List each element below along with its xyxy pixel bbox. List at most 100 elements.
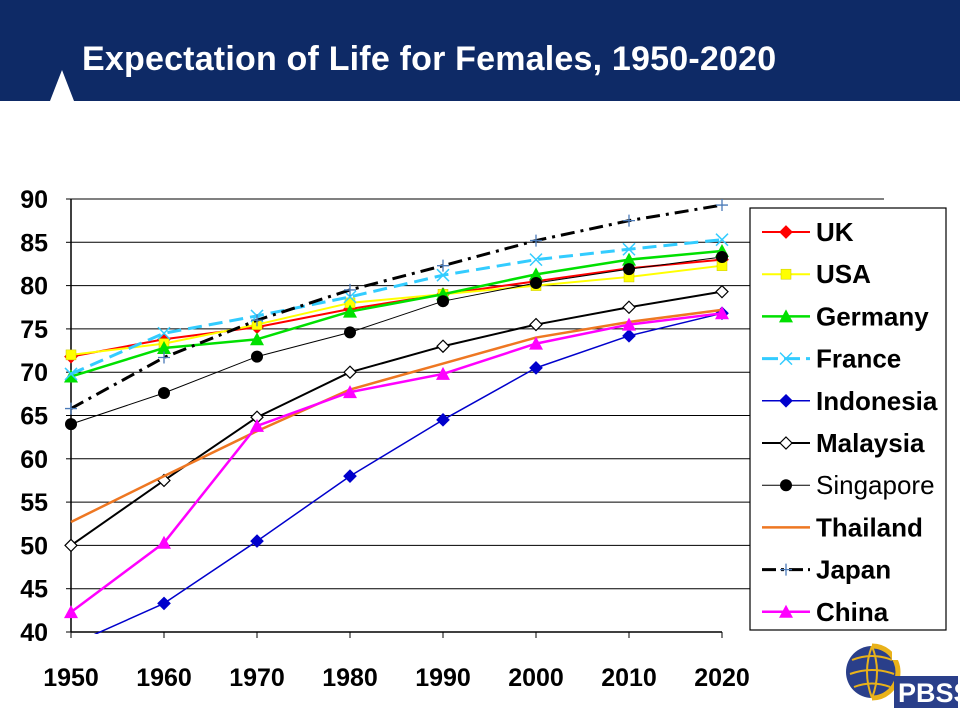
legend: UK USA Germany France Indonesia Malaysia Singa…	[749, 207, 947, 631]
logo-graphic: PBSS	[846, 634, 960, 708]
series-singapore	[65, 251, 728, 431]
series-line-uk	[70, 258, 723, 358]
point-france-1950	[64, 367, 78, 381]
point-china-2000	[529, 336, 543, 350]
point-japan-2020	[716, 199, 728, 212]
legend-marker-france	[779, 352, 793, 366]
legend-label-china: China	[816, 597, 889, 627]
point-china-2010	[622, 317, 636, 331]
point-china-1980	[343, 385, 357, 399]
point-malaysia-1950	[64, 538, 78, 553]
point-indonesia-1970	[250, 534, 264, 548]
point-malaysia-1980	[343, 365, 357, 380]
point-japan-1970	[251, 314, 263, 327]
x-tick-label-1990: 1990	[415, 664, 471, 692]
legend-marker-japan	[780, 563, 792, 576]
logo-text-box	[894, 676, 958, 708]
point-japan-2010	[623, 214, 635, 227]
legend-marker-germany	[779, 309, 793, 323]
y-tick-label-75: 75	[20, 316, 48, 344]
point-france-1990	[436, 268, 450, 282]
point-china-1960	[157, 535, 171, 549]
point-malaysia-2000	[529, 317, 543, 332]
legend-label-japan: Japan	[816, 555, 891, 585]
series-line-singapore	[70, 256, 723, 425]
series-china	[64, 306, 729, 619]
point-indonesia-2000	[529, 361, 543, 375]
axes: 40 45 50 55 60 65 70 75 80 85 90 1950 1960 1970 1980 19…	[20, 186, 750, 692]
point-singapore-2020	[716, 251, 728, 264]
legend-label-usa: USA	[816, 259, 871, 289]
point-china-1970	[250, 418, 264, 432]
point-china-1990	[436, 366, 450, 380]
header-notch	[50, 70, 74, 101]
y-tick-label-55: 55	[20, 489, 48, 517]
x-tick-label-1950: 1950	[43, 664, 99, 692]
point-malaysia-1990	[436, 339, 450, 354]
y-tick-label-90: 90	[20, 186, 48, 214]
y-tick-label-50: 50	[20, 532, 48, 560]
point-indonesia-1990	[436, 412, 450, 427]
point-france-1980	[343, 290, 357, 304]
point-singapore-1960	[158, 386, 170, 399]
point-france-1960	[157, 326, 171, 340]
legend-marker-uk	[779, 225, 793, 239]
point-singapore-1990	[437, 295, 449, 308]
pbss-logo: PBSS	[842, 632, 960, 712]
point-china-2020	[715, 306, 729, 320]
point-malaysia-2010	[622, 300, 636, 315]
point-germany-1960	[157, 340, 171, 354]
legend-marker-china	[779, 604, 793, 618]
point-singapore-1970	[251, 350, 263, 363]
point-indonesia-1980	[343, 469, 357, 483]
logo-meridians	[849, 645, 895, 699]
slide-header: Expectation of Life for Females, 1950-20…	[0, 0, 960, 101]
x-tick-label-1970: 1970	[229, 664, 285, 692]
legend-marker-indonesia	[779, 393, 793, 408]
point-singapore-1980	[344, 326, 356, 339]
series-line-thailand	[70, 308, 723, 524]
point-malaysia-2020	[715, 284, 729, 299]
legend-label-thailand: Thailand	[816, 512, 923, 542]
y-tick-label-45: 45	[20, 576, 48, 604]
point-france-2010	[622, 242, 636, 256]
point-france-2020	[715, 233, 729, 247]
legend-marker-usa	[780, 268, 792, 280]
point-france-2000	[529, 253, 543, 267]
series-line-france	[70, 238, 723, 376]
legend-label-germany: Germany	[816, 301, 929, 331]
y-tick-label-70: 70	[20, 359, 48, 387]
point-singapore-2000	[530, 277, 542, 290]
series-germany	[64, 243, 729, 383]
series-line-germany	[70, 249, 723, 378]
y-tick-label-60: 60	[20, 446, 48, 474]
legend-label-france: France	[816, 344, 901, 374]
x-tick-label-1980: 1980	[322, 664, 378, 692]
point-germany-1970	[250, 332, 264, 346]
series-line-china	[70, 312, 723, 614]
point-japan-2000	[530, 234, 542, 247]
x-tick-label-2020: 2020	[694, 664, 750, 692]
point-china-1950	[64, 605, 78, 619]
legend-marker-malaysia	[779, 436, 793, 450]
point-germany-1950	[64, 369, 78, 383]
logo-text: PBSS	[898, 678, 960, 708]
slide-title: Expectation of Life for Females, 1950-20…	[82, 40, 777, 78]
x-tick-label-2010: 2010	[601, 664, 657, 692]
y-tick-label-65: 65	[20, 403, 48, 431]
series-thailand	[70, 308, 723, 524]
logo-fine-print-box	[892, 634, 958, 660]
legend-label-singapore: Singapore	[816, 470, 935, 500]
point-germany-2000	[529, 267, 543, 281]
series-line-usa	[70, 264, 723, 356]
point-germany-1980	[343, 304, 357, 318]
series-layer	[64, 199, 729, 634]
x-tick-label-1960: 1960	[136, 664, 192, 692]
point-germany-2010	[622, 252, 636, 266]
legend-marker-singapore	[780, 479, 792, 492]
point-japan-1960	[158, 351, 170, 364]
x-tick-label-2000: 2000	[508, 664, 564, 692]
legend-label-uk: UK	[816, 217, 854, 247]
legend-label-malaysia: Malaysia	[816, 428, 925, 458]
y-tick-label-40: 40	[20, 619, 48, 647]
